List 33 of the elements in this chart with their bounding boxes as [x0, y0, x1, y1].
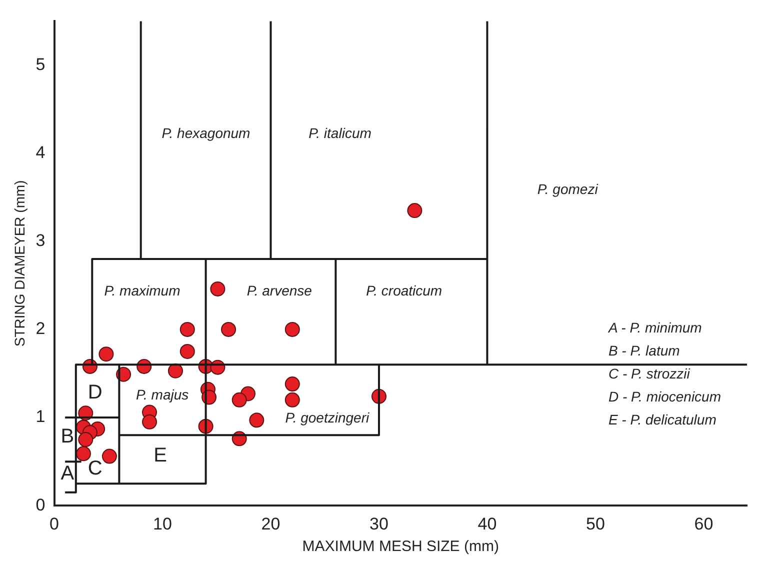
y-tick-label: 1 — [36, 407, 46, 426]
annotation: A - P. minimum — [607, 320, 702, 336]
x-tick-label: 10 — [153, 514, 172, 534]
annotation: E - P. delicatulum — [608, 412, 717, 428]
annotation: C - P. strozzii — [608, 366, 691, 382]
annotation: B — [60, 425, 74, 448]
x-tick-label: 30 — [370, 514, 388, 534]
annotation: P. majus — [136, 386, 189, 403]
annotation: P. goetzingeri — [285, 409, 370, 426]
x-axis-title: MAXIMUM MESH SIZE (mm) — [302, 538, 499, 556]
annotation: D - P. miocenicum — [608, 388, 722, 405]
x-tick-label: 50 — [586, 514, 605, 534]
annotation: P. hexagonum — [162, 124, 251, 141]
annotation: P. croaticum — [366, 282, 442, 298]
annotation: P. italicum — [308, 124, 372, 141]
x-tick-label: 60 — [694, 514, 714, 534]
annotation: C — [88, 457, 102, 480]
annotation: E — [154, 444, 167, 467]
x-tick-label: 20 — [261, 514, 280, 534]
y-axis-title: STRING DIAMEYER (mm) — [11, 180, 28, 347]
annotation: A — [60, 462, 75, 485]
y-tick-label: 4 — [36, 142, 46, 162]
y-tick-label: 0 — [36, 495, 46, 514]
annotation: P. arvense — [246, 282, 312, 298]
annotation: P. maximum — [104, 282, 181, 298]
x-tick-label: 0 — [50, 514, 59, 534]
annotation: P. gomezi — [537, 181, 599, 198]
annotation: D — [88, 381, 102, 404]
annotation: B - P. latum — [608, 342, 680, 359]
y-tick-label: 2 — [36, 319, 46, 338]
x-tick-label: 40 — [478, 514, 497, 534]
y-tick-label: 3 — [36, 231, 46, 250]
y-tick-label: 5 — [36, 54, 46, 74]
